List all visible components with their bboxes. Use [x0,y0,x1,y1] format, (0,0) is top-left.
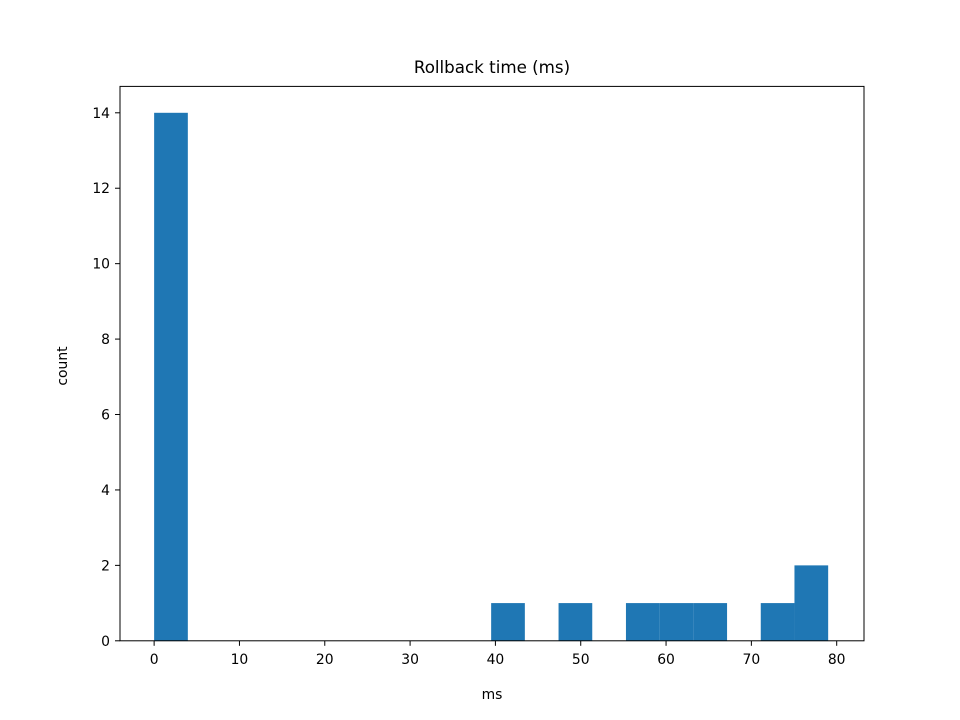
y-tick-label: 8 [101,332,110,348]
histogram-bar [558,603,593,641]
plot-frame [119,85,865,642]
x-axis-label: ms [482,687,503,703]
histogram-bar [760,603,795,641]
y-tick-label: 12 [92,181,110,197]
x-tick-label: 80 [828,652,846,668]
y-tick-label: 6 [101,408,110,424]
x-tick-label: 50 [572,652,590,668]
histogram-bar [154,112,188,641]
y-axis-ticks: 0 2 4 6 8 10 12 14 [92,106,120,650]
y-tick-label: 14 [92,106,110,122]
chart-title: Rollback time (ms) [414,57,570,77]
x-tick-label: 40 [487,652,505,668]
y-tick-label: 0 [101,634,110,650]
x-tick-label: 0 [150,652,159,668]
histogram-bar [625,603,660,641]
x-axis-ticks: 0 10 20 30 40 50 60 70 80 [150,640,846,668]
y-tick-label: 4 [101,483,110,499]
y-tick-label: 2 [101,558,110,574]
x-tick-label: 20 [316,652,334,668]
y-tick-label: 10 [92,257,110,273]
bars-group [154,112,829,641]
x-tick-label: 60 [657,652,675,668]
x-tick-label: 70 [743,652,761,668]
x-tick-label: 30 [401,652,419,668]
x-tick-label: 10 [231,652,249,668]
histogram-bar [794,565,829,641]
histogram-bar [659,603,694,641]
y-axis-label: count [55,346,71,386]
histogram-bar [491,603,525,641]
histogram-bar [693,603,728,641]
